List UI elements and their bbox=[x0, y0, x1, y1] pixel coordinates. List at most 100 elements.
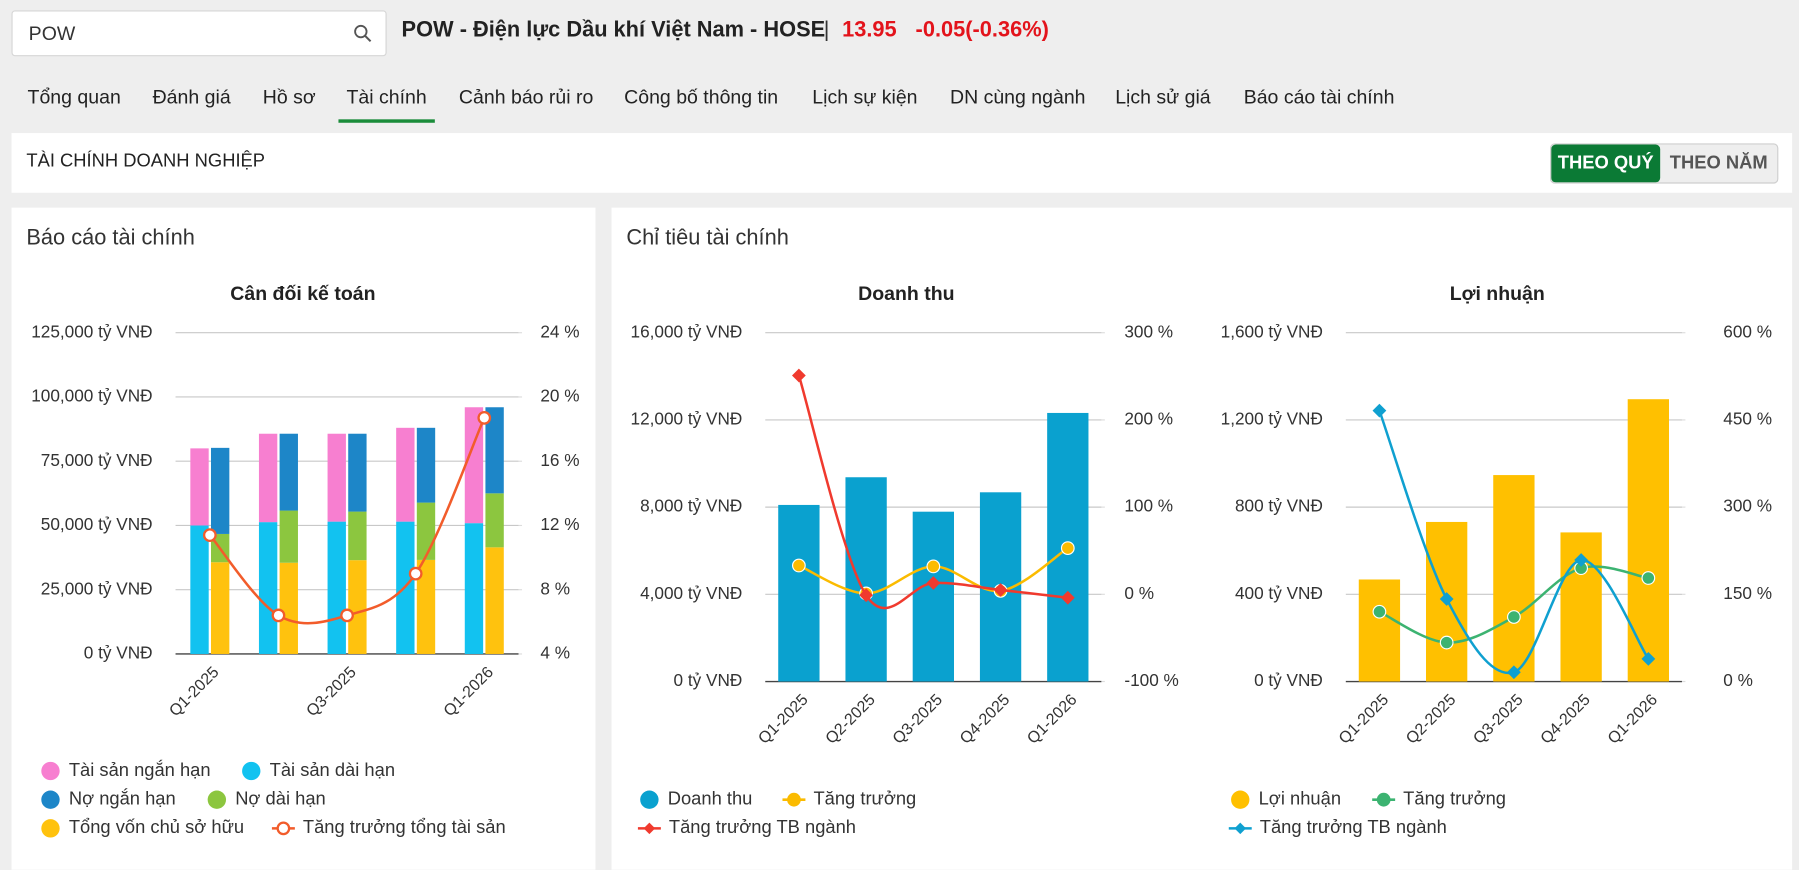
x-tick-label: Q4-2025 bbox=[1537, 691, 1594, 748]
chart-title: Cân đối kế toán bbox=[230, 283, 375, 305]
y-tick-label: 1,600 tỷ VNĐ bbox=[1221, 321, 1323, 341]
stock-title: POW - Điện lực Dầu khí Việt Nam - HOSE bbox=[401, 18, 826, 43]
tab[interactable]: Báo cáo tài chính bbox=[1243, 86, 1395, 108]
y-tick-label: 400 tỷ VNĐ bbox=[1235, 583, 1323, 603]
legend-symbol bbox=[643, 822, 656, 835]
y2-tick-label: 12 % bbox=[540, 514, 579, 534]
stock-price: 13.95 bbox=[842, 18, 897, 43]
bar bbox=[190, 525, 209, 654]
tab[interactable]: Tổng quan bbox=[27, 86, 121, 108]
bar bbox=[258, 522, 278, 654]
bar bbox=[1358, 579, 1401, 682]
bar bbox=[210, 562, 230, 654]
y-tick-label: 75,000 tỷ VNĐ bbox=[41, 450, 153, 470]
toggle-quarter[interactable]: THEO QUÝ bbox=[1551, 144, 1661, 183]
y2-tick-label: 20 % bbox=[540, 386, 579, 406]
bar bbox=[416, 502, 436, 560]
bar bbox=[348, 433, 367, 512]
x-tick-label: Q3-2025 bbox=[303, 663, 360, 720]
y2-tick-label: 450 % bbox=[1723, 408, 1772, 428]
bar bbox=[416, 427, 436, 503]
y-tick-label: 125,000 tỷ VNĐ bbox=[31, 321, 152, 341]
legend-label: Tăng trưởng TB ngành bbox=[669, 816, 856, 837]
tab[interactable]: Tài chính bbox=[346, 86, 427, 108]
section-bar bbox=[11, 133, 1793, 193]
y-tick-label: 50,000 tỷ VNĐ bbox=[41, 514, 153, 534]
section-title: TÀI CHÍNH DOANH NGHIỆP bbox=[26, 151, 266, 171]
line-marker bbox=[202, 528, 217, 542]
y2-tick-label: 4 % bbox=[540, 643, 570, 663]
line bbox=[797, 375, 1068, 610]
y2-tick-label: 600 % bbox=[1723, 321, 1772, 341]
line-marker bbox=[408, 566, 423, 581]
line-marker bbox=[1060, 541, 1075, 555]
legend-label: Tăng trưởng TB ngành bbox=[1260, 816, 1447, 837]
chart-title: Doanh thu bbox=[858, 283, 954, 305]
y2-tick-label: 100 % bbox=[1124, 496, 1173, 516]
tab[interactable]: DN cùng ngành bbox=[949, 86, 1086, 108]
x-tick-label: Q1-2026 bbox=[440, 663, 497, 720]
tab[interactable]: Công bố thông tin bbox=[624, 86, 779, 108]
line-marker bbox=[791, 558, 806, 573]
tab[interactable]: Lịch sử giá bbox=[1115, 86, 1211, 108]
y-tick-label: 0 tỷ VNĐ bbox=[84, 643, 153, 663]
panel-title: Báo cáo tài chính bbox=[26, 226, 195, 251]
y-tick-label: 0 tỷ VNĐ bbox=[674, 670, 743, 690]
active-tab-indicator bbox=[338, 119, 435, 123]
line-marker bbox=[477, 410, 492, 425]
legend-symbol bbox=[41, 790, 60, 809]
tab[interactable]: Lịch sự kiện bbox=[812, 86, 918, 108]
legend-label: Doanh thu bbox=[668, 788, 753, 809]
bar bbox=[464, 523, 484, 654]
legend-symbol bbox=[276, 821, 291, 836]
legend-label: Tăng trưởng bbox=[1403, 788, 1506, 809]
y2-tick-label: 0 % bbox=[1124, 583, 1154, 603]
line-marker bbox=[926, 559, 941, 574]
x-tick-label: Q2-2025 bbox=[1402, 691, 1459, 748]
line-marker bbox=[1507, 610, 1521, 624]
bar bbox=[348, 560, 367, 654]
y-tick-label: 0 tỷ VNĐ bbox=[1254, 670, 1323, 690]
y2-tick-label: 300 % bbox=[1124, 321, 1173, 341]
search-box[interactable]: POW bbox=[11, 10, 387, 57]
bar bbox=[327, 433, 346, 522]
legend-symbol bbox=[41, 819, 60, 838]
bar bbox=[1627, 399, 1670, 682]
search-value[interactable]: POW bbox=[28, 22, 76, 45]
bar bbox=[485, 493, 504, 548]
tab[interactable]: Hồ sơ bbox=[262, 86, 316, 108]
line-marker bbox=[1372, 604, 1387, 619]
x-tick-label: Q2-2025 bbox=[822, 691, 879, 748]
tab[interactable]: Cảnh báo rủi ro bbox=[458, 86, 594, 108]
bar bbox=[279, 433, 298, 511]
line-marker bbox=[993, 583, 1008, 597]
line-marker bbox=[340, 608, 354, 623]
legend-label: Tăng trưởng tổng tài sản bbox=[303, 816, 506, 837]
y2-tick-label: 300 % bbox=[1723, 496, 1772, 516]
bar bbox=[279, 562, 298, 654]
y2-tick-label: 200 % bbox=[1124, 408, 1173, 428]
y-tick-label: 16,000 tỷ VNĐ bbox=[631, 321, 743, 341]
search-icon[interactable] bbox=[353, 24, 372, 43]
legend-symbol bbox=[787, 792, 801, 807]
y2-tick-label: 8 % bbox=[540, 578, 570, 598]
tab[interactable]: Đánh giá bbox=[152, 86, 231, 108]
bar bbox=[485, 407, 504, 494]
y-tick-label: 100,000 tỷ VNĐ bbox=[31, 386, 152, 406]
x-tick-label: Q1-2026 bbox=[1024, 691, 1081, 748]
bar bbox=[396, 427, 415, 522]
bar bbox=[190, 448, 209, 526]
bar bbox=[327, 521, 346, 654]
line-marker bbox=[1641, 651, 1656, 666]
line-marker bbox=[791, 368, 806, 383]
chart-title: Lợi nhuận bbox=[1450, 283, 1545, 305]
bar bbox=[348, 511, 367, 561]
bar bbox=[279, 510, 298, 563]
toggle-year[interactable]: THEO NĂM bbox=[1669, 153, 1768, 174]
panel-title: Chỉ tiêu tài chính bbox=[626, 226, 789, 251]
x-tick-label: Q3-2025 bbox=[889, 691, 946, 748]
period-toggle: THEO QUÝ THEO NĂM bbox=[1550, 143, 1779, 184]
line-marker bbox=[1574, 553, 1589, 567]
legend-label: Tổng vốn chủ sở hữu bbox=[69, 816, 244, 837]
